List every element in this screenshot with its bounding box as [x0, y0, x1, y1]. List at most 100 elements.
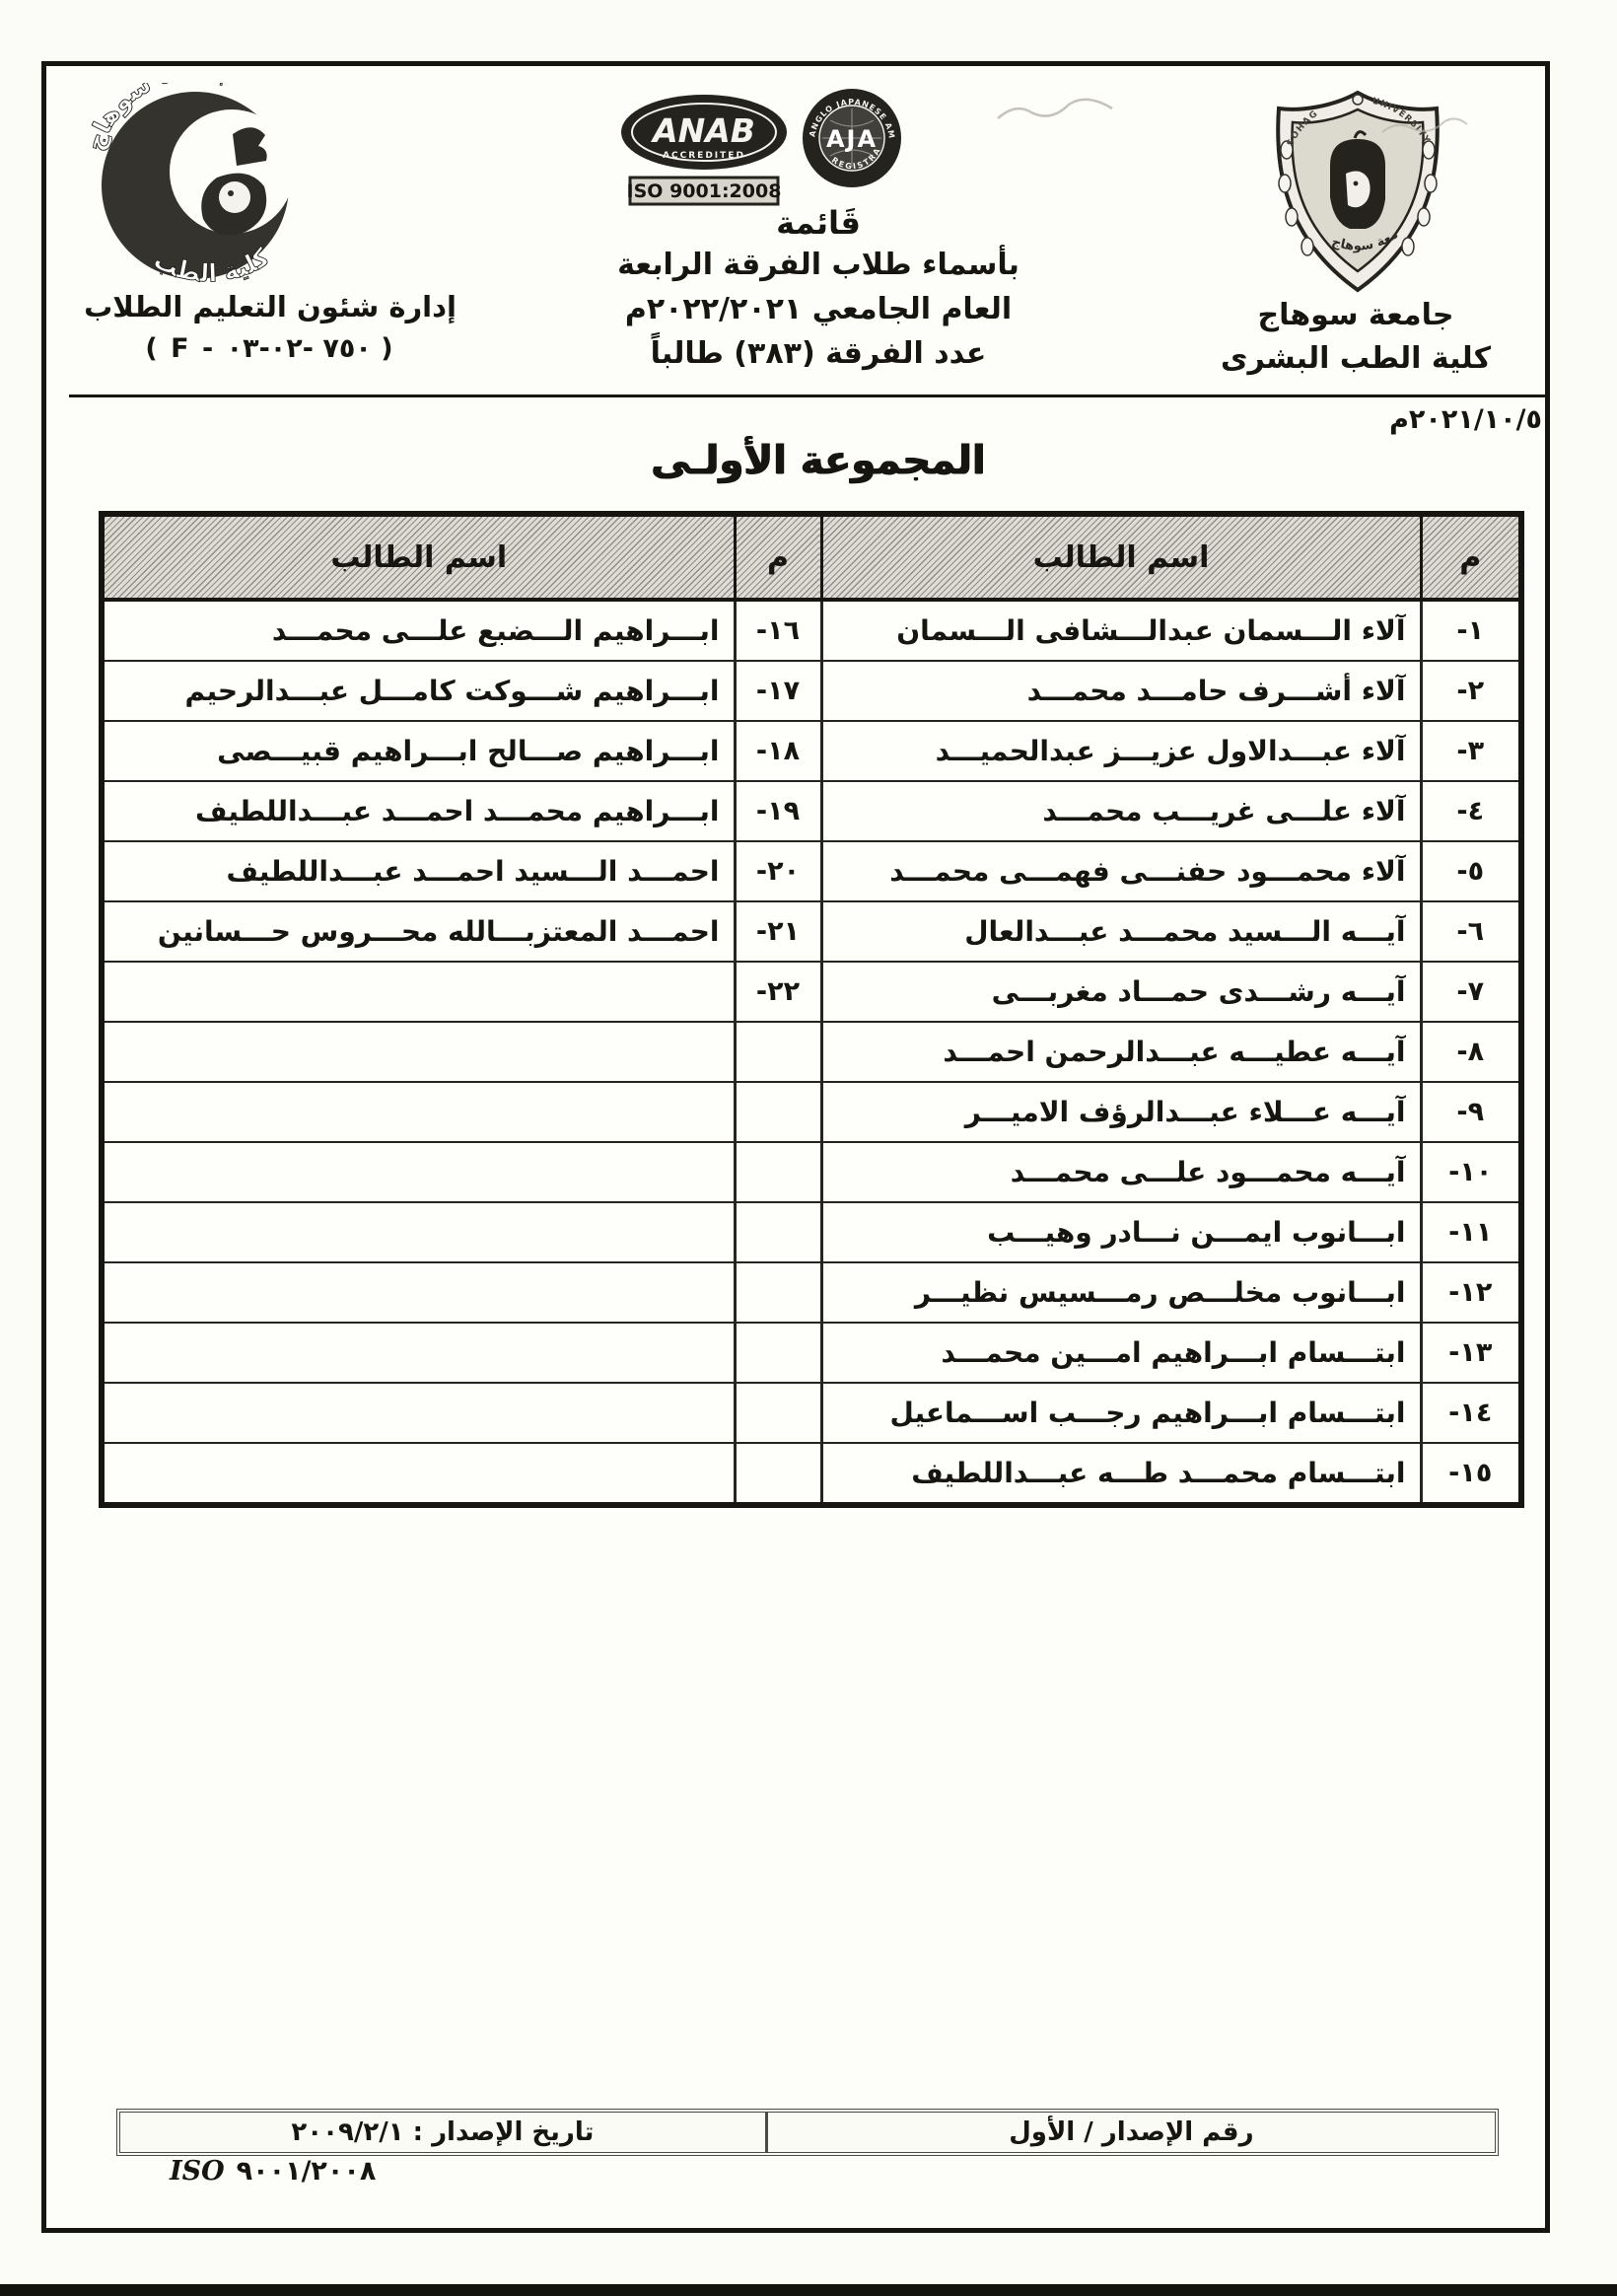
document-date: ٢٠٢١/١٠/٥م — [1389, 404, 1542, 435]
student-name: آيـــه عـــلاء عبـــدالرؤف الاميـــر — [819, 1081, 1423, 1143]
student-name: احمـــد الـــسيد احمـــد عبـــداللطيف — [100, 840, 737, 902]
row-number: ١٤- — [1419, 1382, 1523, 1444]
row-number — [733, 1261, 823, 1324]
form-code: ( F - ٧٥٠ -٠٢-٠٣ ) — [145, 333, 395, 364]
header-number-left: م — [733, 512, 823, 602]
aja-logo-graphic: AJA ANGLO JAPANESE AMERICAN REGISTRARS — [797, 80, 901, 187]
student-name — [100, 1322, 737, 1384]
header-divider-line — [69, 395, 1546, 397]
header-name-right: اسم الطالب — [819, 512, 1423, 602]
org-faculty-name: كلية الطب البشرى — [1220, 341, 1492, 376]
row-number — [733, 1141, 823, 1203]
row-number: ٤- — [1419, 780, 1523, 842]
student-name: آلاء أشـــرف حامـــد محمـــد — [819, 660, 1423, 722]
student-name: آلاء محمـــود حفنـــى فهمـــى محمـــد — [819, 840, 1423, 902]
row-number — [733, 1442, 823, 1506]
anab-logo-graphic: ANAB ACCREDITED ISO 9001:2008 — [621, 95, 787, 206]
row-number: ١٠- — [1419, 1141, 1523, 1203]
org-university-name: جامعة سوهاج — [1257, 298, 1454, 332]
table-row: ١٠- آيـــه محمـــود علـــى محمـــد — [100, 1141, 1523, 1203]
table-row: ١٣- ابتـــسام ابـــراهيم امـــين محمـــد — [100, 1322, 1523, 1384]
snake-head-mark — [233, 127, 267, 166]
anab-accredited-text: ACCREDITED — [663, 151, 745, 161]
student-name: ابـــانوب ايمـــن نـــادر وهيـــب — [819, 1201, 1423, 1263]
issue-number: رقم الإصدار / الأول — [764, 2113, 1495, 2152]
table-row: ٥- آلاء محمـــود حفنـــى فهمـــى محمـــد ٢… — [100, 840, 1523, 902]
anab-text: ANAB — [650, 111, 755, 150]
student-roster-table: م اسم الطالب م اسم الطالب ١- آلاء الـــسم… — [99, 511, 1524, 1508]
title-line-students: بأسماء طلاب الفرقة الرابعة — [617, 248, 1019, 282]
student-name: ابـــانوب مخلـــص رمـــسيس نظيـــر — [819, 1261, 1423, 1324]
table-row: ٨- آيـــه عطيـــه عبـــدالرحمن احمـــد — [100, 1021, 1523, 1083]
row-number: ١٢- — [1419, 1261, 1523, 1324]
issue-date: تاريخ الإصدار : ٢٠٠٩/٢/١ — [291, 2117, 595, 2147]
student-name — [100, 1201, 737, 1263]
row-number: ٢- — [1419, 660, 1523, 722]
iso-standard-line: ISO ٩٠٠١/٢٠٠٨ — [170, 2156, 376, 2187]
title-line-academic-year: العام الجامعي ٢٠٢٢/٢٠٢١م — [624, 292, 1013, 326]
table-row: ٢- آلاء أشـــرف حامـــد محمـــد ١٧- ابـــرا… — [100, 660, 1523, 722]
header-number-right: م — [1419, 512, 1523, 602]
title-line-class-count: عدد الفرقة (٣٨٣) طالباً — [650, 336, 987, 371]
row-number: ٥- — [1419, 840, 1523, 902]
row-number: ٣- — [1419, 720, 1523, 782]
row-number: ٩- — [1419, 1081, 1523, 1143]
student-name: آيـــه رشـــدى حمـــاد مغربـــى — [819, 961, 1423, 1023]
title-list-word: قَائمة — [776, 204, 861, 242]
document-title-block: قَائمة بأسماء طلاب الفرقة الرابعة العام … — [582, 203, 1055, 376]
row-number: ٨- — [1419, 1021, 1523, 1083]
aja-registrars-logo: AJA ANGLO JAPANESE AMERICAN REGISTRARS — [797, 80, 903, 193]
student-name: احمـــد المعتزبـــالله محـــروس حـــساني… — [100, 900, 737, 963]
student-name — [100, 1442, 737, 1506]
anab-accreditation-logo: ANAB ACCREDITED ISO 9001:2008 — [617, 93, 791, 211]
row-number — [733, 1021, 823, 1083]
row-number: ٧- — [1419, 961, 1523, 1023]
row-number: ٢٢- — [733, 961, 823, 1023]
pencil-mark — [1381, 117, 1468, 133]
table-row: ٧- آيـــه رشـــدى حمـــاد مغربـــى ٢٢- — [100, 961, 1523, 1023]
student-name: ابتـــسام ابـــراهيم امـــين محمـــد — [819, 1322, 1423, 1384]
row-number: ١٩- — [733, 780, 823, 842]
student-name: آيـــه محمـــود علـــى محمـــد — [819, 1141, 1423, 1203]
row-number — [733, 1322, 823, 1384]
table-header-row: م اسم الطالب م اسم الطالب — [100, 512, 1523, 602]
table-row: ٩- آيـــه عـــلاء عبـــدالرؤف الاميـــر — [100, 1081, 1523, 1143]
group-title: المجموعة الأولـى — [651, 438, 986, 483]
iso-number: ٩٠٠١/٢٠٠٨ — [236, 2156, 377, 2187]
student-name: آلاء الـــسمان عبدالـــشافى الـــسمان — [819, 599, 1423, 662]
student-name — [100, 1021, 737, 1083]
student-name — [100, 1261, 737, 1324]
table-row: ٤- آلاء علـــى غريـــب محمـــد ١٩- ابـــراه… — [100, 780, 1523, 842]
student-name: ابتـــسام ابـــراهيم رجـــب اســـماعيل — [819, 1382, 1423, 1444]
table-row: ١٤- ابتـــسام ابـــراهيم رجـــب اســـماعي… — [100, 1382, 1523, 1444]
iso-word: ISO — [170, 2156, 225, 2187]
sohag-university-shield-logo: SOHAG UNIVERSITY جامعة سوهاج — [1262, 76, 1447, 300]
row-number: ١٧- — [733, 660, 823, 722]
row-number: ٦- — [1419, 900, 1523, 963]
table-row: ٣- آلاء عبـــدالاول عزيـــز عبدالحميـــد ١… — [100, 720, 1523, 782]
row-number: ١٦- — [733, 599, 823, 662]
row-number — [733, 1382, 823, 1444]
student-name — [100, 1081, 737, 1143]
student-name: ابـــراهيم محمـــد احمـــد عبـــداللطيف — [100, 780, 737, 842]
student-name — [100, 1141, 737, 1203]
scan-edge-strip — [0, 2284, 1617, 2296]
table-row: ٦- آيـــه الـــسيد محمـــد عبـــدالعال ٢١-… — [100, 900, 1523, 963]
row-number: ١- — [1419, 599, 1523, 662]
student-name: ابـــراهيم شـــوكت كامـــل عبـــدالرحيم — [100, 660, 737, 722]
row-number: ١١- — [1419, 1201, 1523, 1263]
student-name: آلاء علـــى غريـــب محمـــد — [819, 780, 1423, 842]
student-name: ابـــراهيم الـــضبع علـــى محمـــد — [100, 599, 737, 662]
student-name — [100, 1382, 737, 1444]
student-name: ابتـــسام محمـــد طـــه عبـــداللطيف — [819, 1442, 1423, 1506]
table-row: ١٢- ابـــانوب مخلـــص رمـــسيس نظيـــر — [100, 1261, 1523, 1324]
row-number: ١٥- — [1419, 1442, 1523, 1506]
student-name — [100, 961, 737, 1023]
student-name: آلاء عبـــدالاول عزيـــز عبدالحميـــد — [819, 720, 1423, 782]
student-name: آيـــه الـــسيد محمـــد عبـــدالعال — [819, 900, 1423, 963]
shield-logo-graphic: SOHAG UNIVERSITY جامعة سوهاج — [1262, 76, 1440, 293]
row-number: ١٨- — [733, 720, 823, 782]
table-row: ١٥- ابتـــسام محمـــد طـــه عبـــداللطيف — [100, 1442, 1523, 1506]
organization-name-block: جامعة سوهاج كلية الطب البشرى — [1213, 294, 1499, 381]
